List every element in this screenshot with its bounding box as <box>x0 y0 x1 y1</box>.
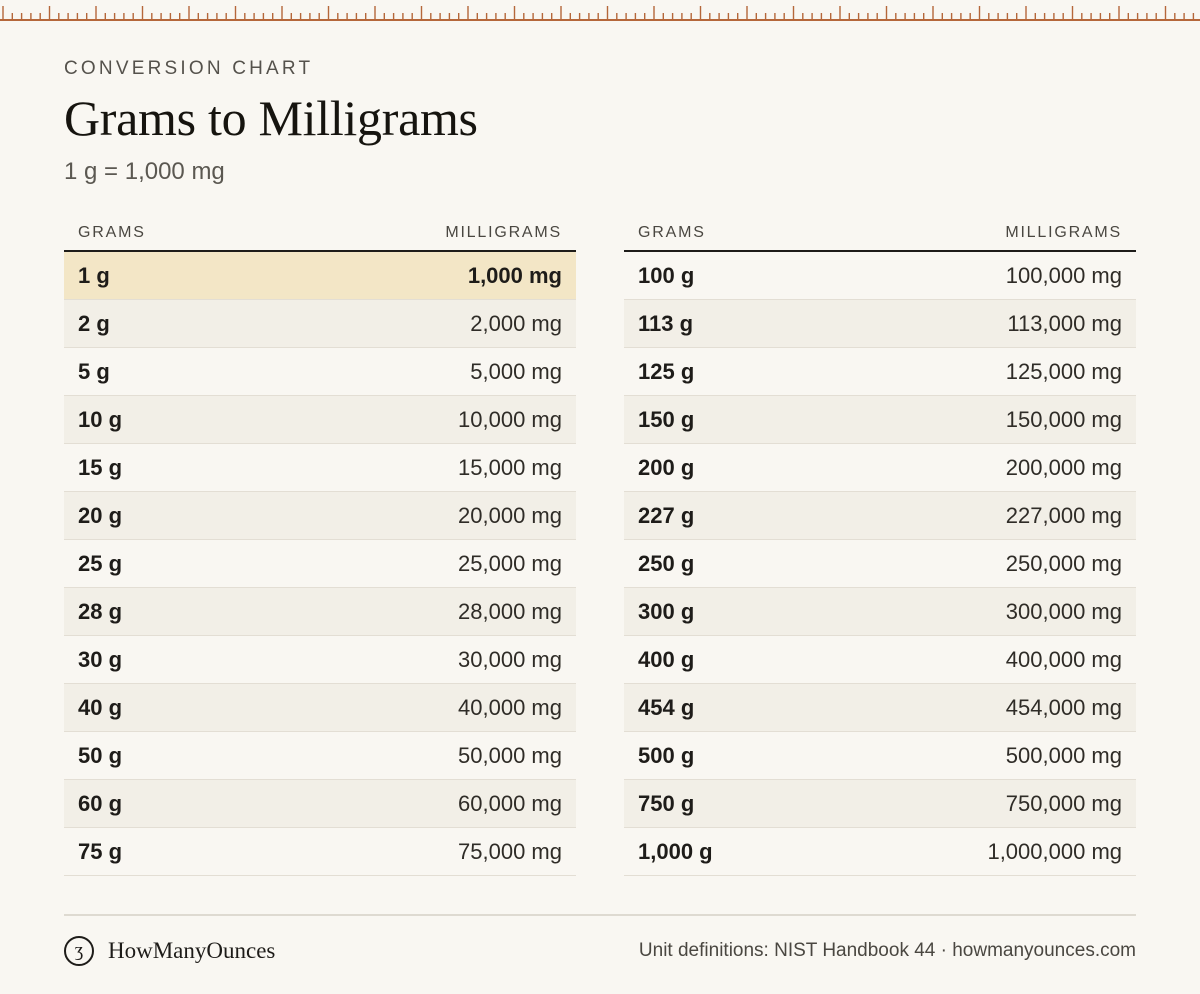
table-row: 60 g 60,000 mg <box>64 780 576 828</box>
grams-value: 1 g <box>78 262 110 288</box>
milligrams-value: 750,000 mg <box>1005 790 1122 816</box>
table-row: 250 g 250,000 mg <box>624 540 1136 588</box>
table-row: 25 g 25,000 mg <box>64 540 576 588</box>
table-row: 227 g 227,000 mg <box>624 492 1136 540</box>
table-row: 500 g 500,000 mg <box>624 732 1136 780</box>
milligrams-value: 28,000 mg <box>458 598 562 624</box>
grams-value: 500 g <box>638 742 695 768</box>
brand-name: HowManyOunces <box>108 938 276 963</box>
grams-value: 227 g <box>638 502 695 528</box>
table-row: 50 g 50,000 mg <box>64 732 576 780</box>
table-row: 40 g 40,000 mg <box>64 684 576 732</box>
table-body: 1 g 1,000 mg 2 g 2,000 mg 5 g 5,000 mg 10 g 10,… <box>64 252 576 876</box>
table-row: 113 g 113,000 mg <box>624 300 1136 348</box>
table-row: 100 g 100,000 mg <box>624 252 1136 300</box>
conversion-formula: 1 g = 1,000 mg <box>64 158 225 185</box>
grams-value: 20 g <box>78 502 123 528</box>
milligrams-value: 250,000 mg <box>1005 550 1122 576</box>
brand-mark-icon: ʒ <box>64 936 94 966</box>
milligrams-column-header: MILLIGRAMS <box>1005 224 1122 241</box>
table-body: 100 g 100,000 mg 113 g 113,000 mg 125 g 125,0… <box>624 252 1136 876</box>
table-row: 75 g 75,000 mg <box>64 828 576 876</box>
grams-value: 300 g <box>638 598 695 624</box>
table-row: 400 g 400,000 mg <box>624 636 1136 684</box>
table-row: 30 g 30,000 mg <box>64 636 576 684</box>
milligrams-value: 2,000 mg <box>470 310 562 336</box>
milligrams-value: 125,000 mg <box>1005 358 1122 384</box>
milligrams-value: 10,000 mg <box>458 406 562 432</box>
table-header: GRAMS MILLIGRAMS <box>624 216 1136 252</box>
table-row: 150 g 150,000 mg <box>624 396 1136 444</box>
table-row: 5 g 5,000 mg <box>64 348 576 396</box>
milligrams-value: 300,000 mg <box>1005 598 1122 624</box>
table-row: 300 g 300,000 mg <box>624 588 1136 636</box>
grams-value: 25 g <box>78 550 123 576</box>
conversion-table-right: GRAMS MILLIGRAMS 100 g 100,000 mg 113 g 113… <box>624 216 1136 876</box>
table-row: 15 g 15,000 mg <box>64 444 576 492</box>
milligrams-value: 150,000 mg <box>1005 406 1122 432</box>
table-row: 20 g 20,000 mg <box>64 492 576 540</box>
table-row: 200 g 200,000 mg <box>624 444 1136 492</box>
grams-value: 150 g <box>638 406 695 432</box>
table-row: 750 g 750,000 mg <box>624 780 1136 828</box>
grams-value: 250 g <box>638 550 695 576</box>
milligrams-value: 20,000 mg <box>458 502 562 528</box>
milligrams-value: 400,000 mg <box>1005 646 1122 672</box>
table-row: 1 g 1,000 mg <box>64 252 576 300</box>
milligrams-value: 5,000 mg <box>470 358 562 384</box>
table-header: GRAMS MILLIGRAMS <box>64 216 576 252</box>
grams-value: 750 g <box>638 790 695 816</box>
milligrams-value: 40,000 mg <box>458 694 562 720</box>
milligrams-value: 15,000 mg <box>458 454 562 480</box>
grams-value: 15 g <box>78 454 123 480</box>
milligrams-value: 100,000 mg <box>1005 262 1122 288</box>
brand-logo[interactable]: ʒ HowManyOunces <box>64 934 275 968</box>
milligrams-value: 454,000 mg <box>1005 694 1122 720</box>
grams-column-header: GRAMS <box>78 224 146 241</box>
grams-value: 75 g <box>78 838 123 864</box>
milligrams-value: 200,000 mg <box>1005 454 1122 480</box>
grams-value: 5 g <box>78 358 110 384</box>
milligrams-value: 227,000 mg <box>1005 502 1122 528</box>
ruler-ticks <box>0 6 1200 21</box>
table-row: 1,000 g 1,000,000 mg <box>624 828 1136 876</box>
grams-value: 454 g <box>638 694 695 720</box>
milligrams-value: 30,000 mg <box>458 646 562 672</box>
grams-value: 113 g <box>638 310 694 336</box>
grams-value: 50 g <box>78 742 123 768</box>
grams-value: 100 g <box>638 262 695 288</box>
table-row: 2 g 2,000 mg <box>64 300 576 348</box>
grams-value: 30 g <box>78 646 123 672</box>
grams-column-header: GRAMS <box>638 224 706 241</box>
grams-value: 28 g <box>78 598 123 624</box>
ruler-decoration <box>0 0 1200 24</box>
grams-value: 400 g <box>638 646 695 672</box>
table-row: 10 g 10,000 mg <box>64 396 576 444</box>
table-row: 454 g 454,000 mg <box>624 684 1136 732</box>
grams-value: 60 g <box>78 790 123 816</box>
page-title: Grams to Milligrams <box>64 90 478 146</box>
milligrams-value: 113,000 mg <box>1007 310 1122 336</box>
conversion-table-left: GRAMS MILLIGRAMS 1 g 1,000 mg 2 g 2,000 mg 5… <box>64 216 576 876</box>
footer-divider <box>64 914 1136 916</box>
grams-value: 125 g <box>638 358 695 384</box>
table-row: 28 g 28,000 mg <box>64 588 576 636</box>
grams-value: 40 g <box>78 694 123 720</box>
milligrams-value: 1,000 mg <box>467 262 562 288</box>
milligrams-value: 1,000,000 mg <box>987 838 1122 864</box>
grams-value: 1,000 g <box>638 838 713 864</box>
grams-value: 2 g <box>78 310 110 336</box>
source-note: Unit definitions: NIST Handbook 44 · how… <box>638 940 1136 961</box>
grams-value: 10 g <box>78 406 123 432</box>
milligrams-column-header: MILLIGRAMS <box>445 224 562 241</box>
milligrams-value: 50,000 mg <box>458 742 562 768</box>
milligrams-value: 500,000 mg <box>1005 742 1122 768</box>
table-row: 125 g 125,000 mg <box>624 348 1136 396</box>
milligrams-value: 60,000 mg <box>458 790 562 816</box>
milligrams-value: 25,000 mg <box>458 550 562 576</box>
milligrams-value: 75,000 mg <box>458 838 562 864</box>
eyebrow-label: CONVERSION CHART <box>64 58 314 79</box>
grams-value: 200 g <box>638 454 695 480</box>
